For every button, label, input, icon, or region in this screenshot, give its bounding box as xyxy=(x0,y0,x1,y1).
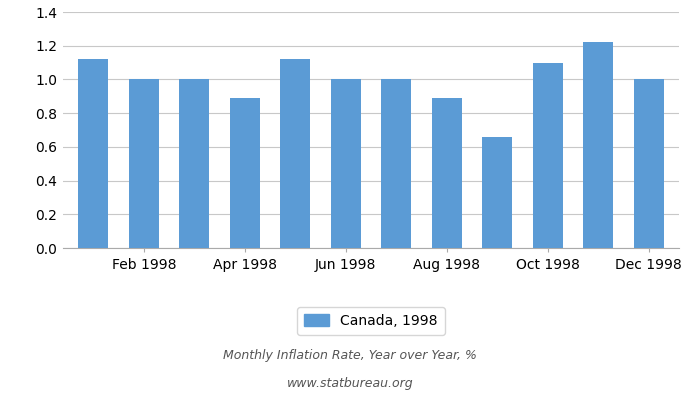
Text: www.statbureau.org: www.statbureau.org xyxy=(287,378,413,390)
Bar xyxy=(78,59,108,248)
Bar xyxy=(482,137,512,248)
Bar xyxy=(129,80,159,248)
Bar xyxy=(230,98,260,248)
Bar xyxy=(330,80,361,248)
Bar xyxy=(583,42,613,248)
Bar xyxy=(280,59,310,248)
Bar xyxy=(432,98,462,248)
Bar xyxy=(381,80,412,248)
Bar xyxy=(179,80,209,248)
Bar xyxy=(533,62,563,248)
Legend: Canada, 1998: Canada, 1998 xyxy=(298,307,444,335)
Bar xyxy=(634,80,664,248)
Text: Monthly Inflation Rate, Year over Year, %: Monthly Inflation Rate, Year over Year, … xyxy=(223,350,477,362)
